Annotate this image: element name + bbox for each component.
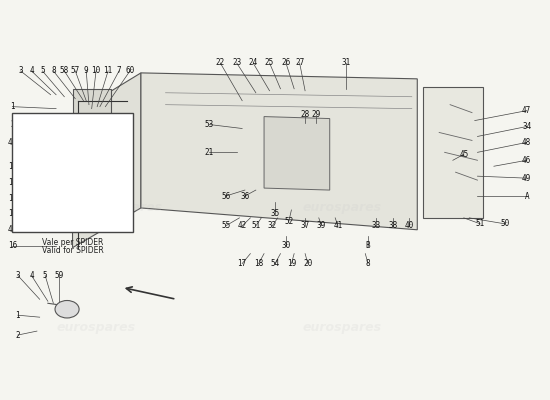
Text: 33: 33 [372, 221, 381, 230]
Text: 4: 4 [29, 66, 34, 76]
Text: 41: 41 [333, 221, 343, 230]
Text: 27: 27 [295, 58, 304, 68]
Text: 16: 16 [8, 241, 17, 250]
Text: 29: 29 [311, 110, 321, 119]
Text: 9: 9 [84, 66, 89, 76]
Text: 22: 22 [216, 58, 225, 68]
Text: 13: 13 [8, 178, 17, 187]
Text: 51: 51 [251, 221, 261, 230]
Text: 8: 8 [366, 259, 370, 268]
Text: 32: 32 [268, 221, 277, 230]
Text: 1: 1 [15, 311, 20, 320]
Text: 54: 54 [271, 259, 279, 268]
Text: 18: 18 [254, 259, 263, 268]
Text: 15: 15 [8, 210, 17, 218]
Text: 3: 3 [15, 271, 20, 280]
Text: 17: 17 [238, 259, 247, 268]
Text: 50: 50 [500, 219, 509, 228]
Text: 8: 8 [51, 66, 56, 76]
Text: 46: 46 [522, 156, 531, 165]
Text: 48: 48 [522, 138, 531, 147]
Text: 12: 12 [8, 162, 17, 171]
Text: 11: 11 [103, 66, 113, 76]
Text: 1: 1 [10, 102, 15, 111]
Text: eurospares: eurospares [302, 202, 382, 214]
Text: 57: 57 [70, 66, 80, 76]
Text: A: A [524, 192, 529, 200]
Polygon shape [73, 73, 141, 248]
Polygon shape [141, 73, 417, 230]
Text: 52: 52 [284, 217, 293, 226]
Text: 60: 60 [125, 66, 135, 76]
Text: 10: 10 [91, 66, 101, 76]
Text: 51: 51 [476, 219, 485, 228]
Text: 47: 47 [522, 106, 531, 115]
Text: 44: 44 [8, 138, 17, 147]
Text: 3: 3 [18, 66, 23, 76]
Text: 14: 14 [8, 194, 17, 202]
Text: eurospares: eurospares [302, 321, 382, 334]
Text: 59: 59 [54, 271, 63, 280]
Text: 34: 34 [522, 122, 531, 131]
Text: eurospares: eurospares [56, 321, 135, 334]
Text: 25: 25 [265, 58, 274, 68]
Text: 55: 55 [221, 221, 230, 230]
Text: 60: 60 [81, 138, 91, 147]
Text: 2: 2 [15, 330, 20, 340]
Text: 26: 26 [281, 58, 290, 68]
Text: 4: 4 [29, 271, 34, 280]
Text: 6: 6 [73, 138, 78, 147]
Text: 28: 28 [300, 110, 310, 119]
Polygon shape [264, 116, 329, 190]
Text: 35: 35 [271, 210, 279, 218]
Text: 45: 45 [459, 150, 469, 159]
Text: 2: 2 [10, 120, 15, 129]
Text: 38: 38 [388, 221, 397, 230]
Text: 19: 19 [287, 259, 296, 268]
Text: 5: 5 [40, 66, 45, 76]
Text: 7: 7 [117, 66, 122, 76]
Text: B: B [366, 241, 370, 250]
Polygon shape [423, 87, 483, 218]
Text: 40: 40 [404, 221, 414, 230]
Text: Valid for SPIDER: Valid for SPIDER [42, 246, 103, 255]
Text: 49: 49 [522, 174, 531, 183]
Text: 31: 31 [342, 58, 351, 68]
Text: 42: 42 [8, 225, 17, 234]
Circle shape [55, 300, 79, 318]
Text: 30: 30 [281, 241, 290, 250]
FancyBboxPatch shape [12, 113, 133, 232]
Text: 39: 39 [317, 221, 326, 230]
Text: 43: 43 [60, 138, 69, 147]
Text: 24: 24 [249, 58, 258, 68]
Text: 53: 53 [205, 120, 214, 129]
Text: 58: 58 [60, 66, 69, 76]
Text: 21: 21 [205, 148, 214, 157]
Text: Vale per SPIDER: Vale per SPIDER [42, 238, 103, 247]
Text: eurospares: eurospares [84, 202, 163, 214]
Text: 5: 5 [43, 271, 47, 280]
Text: 37: 37 [300, 221, 310, 230]
Text: 23: 23 [232, 58, 241, 68]
Text: 56: 56 [221, 192, 230, 200]
Text: 20: 20 [303, 259, 312, 268]
Text: 42: 42 [238, 221, 247, 230]
Text: 36: 36 [240, 192, 250, 200]
Polygon shape [73, 89, 111, 152]
